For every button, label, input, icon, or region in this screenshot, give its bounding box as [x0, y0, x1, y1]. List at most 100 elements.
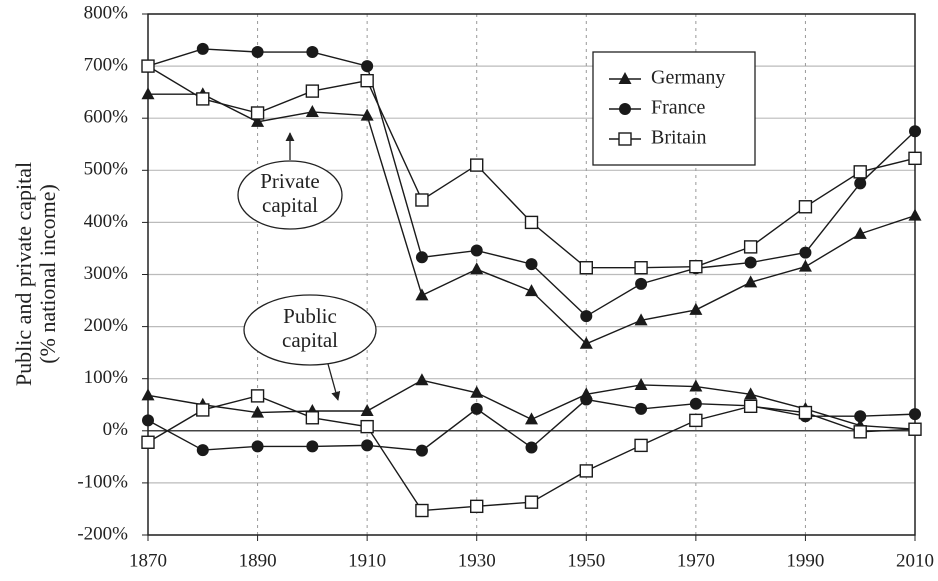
marker: [141, 435, 155, 449]
marker: [908, 208, 922, 221]
marker: [361, 439, 374, 452]
x-tick-label: 1970: [677, 550, 715, 571]
marker: [908, 422, 922, 436]
marker: [689, 259, 703, 274]
marker: [524, 215, 539, 230]
marker: [798, 259, 812, 272]
marker: [618, 132, 632, 146]
annotation-ellipse: [243, 294, 377, 366]
marker: [470, 402, 483, 415]
marker: [415, 251, 428, 264]
marker: [250, 106, 265, 120]
marker: [744, 256, 757, 269]
y-tick-label: 800%: [84, 2, 129, 23]
annotation-arrow: [327, 363, 341, 401]
x-tick-label: 1910: [348, 550, 386, 571]
marker: [306, 440, 319, 453]
marker: [525, 284, 538, 297]
marker: [689, 379, 703, 392]
marker: [689, 397, 702, 410]
marker: [525, 258, 538, 271]
marker: [360, 108, 374, 121]
marker: [689, 302, 703, 315]
marker: [854, 177, 867, 190]
marker: [908, 151, 922, 166]
marker: [798, 405, 813, 420]
marker: [196, 42, 209, 55]
marker: [250, 389, 265, 403]
marker: [579, 464, 593, 478]
marker: [470, 262, 484, 275]
marker: [470, 244, 483, 257]
marker: [196, 403, 210, 417]
annotation-ellipse: [237, 160, 343, 230]
y-tick-label: 600%: [84, 107, 129, 128]
marker: [305, 411, 320, 425]
marker: [470, 499, 484, 514]
x-tick-label: 1870: [129, 550, 167, 571]
marker: [909, 125, 921, 138]
marker: [306, 46, 319, 59]
x-tick-label: 1990: [786, 550, 824, 571]
y-tick-label: 300%: [84, 263, 129, 284]
marker: [415, 373, 429, 386]
marker: [635, 277, 648, 290]
marker: [524, 495, 539, 509]
marker: [415, 288, 429, 301]
marker: [618, 72, 632, 84]
annotation-text: capital: [282, 328, 338, 352]
y-tick-label: 400%: [84, 211, 129, 232]
y-tick-label: 500%: [84, 159, 129, 180]
marker: [744, 387, 758, 400]
x-tick-label: 1890: [239, 550, 277, 571]
marker: [743, 240, 758, 254]
marker: [853, 226, 867, 239]
x-tick-label: 1950: [567, 550, 605, 571]
marker: [634, 377, 648, 390]
legend-label: Britain: [651, 127, 707, 149]
marker: [470, 385, 484, 398]
legend-label: Germany: [651, 67, 725, 89]
marker: [579, 336, 593, 349]
marker: [744, 275, 758, 288]
marker: [580, 310, 593, 323]
marker: [142, 414, 154, 427]
y-tick-label: -100%: [77, 471, 128, 492]
marker: [251, 114, 265, 127]
marker: [853, 425, 867, 439]
marker: [689, 413, 703, 428]
y-tick-label: -200%: [77, 523, 128, 544]
plot-frame: [147, 13, 916, 536]
y-tick-label: 100%: [84, 367, 129, 388]
annotation-text: Public: [283, 304, 337, 328]
marker: [579, 261, 593, 275]
marker: [634, 313, 648, 326]
y-tick-label: 0%: [103, 419, 129, 440]
legend-label: France: [651, 97, 706, 119]
marker: [360, 404, 374, 417]
marker: [141, 59, 155, 73]
marker: [415, 193, 429, 207]
x-tick-label: 2010: [896, 550, 934, 571]
marker: [196, 444, 209, 457]
marker: [305, 104, 319, 117]
marker: [251, 440, 264, 453]
marker: [415, 503, 429, 518]
marker: [305, 84, 320, 98]
x-tick-label: 1930: [458, 550, 496, 571]
marker: [634, 438, 648, 453]
marker: [360, 419, 374, 434]
marker: [251, 46, 264, 59]
marker: [743, 399, 758, 414]
marker: [909, 408, 921, 421]
y-axis-label: Public and private capital: [11, 162, 36, 386]
marker: [470, 158, 484, 172]
marker: [854, 410, 867, 423]
marker: [634, 261, 648, 275]
marker: [196, 92, 210, 106]
annotation-text: Private: [260, 169, 319, 193]
marker: [525, 441, 538, 454]
marker: [619, 103, 631, 115]
marker: [361, 60, 374, 73]
